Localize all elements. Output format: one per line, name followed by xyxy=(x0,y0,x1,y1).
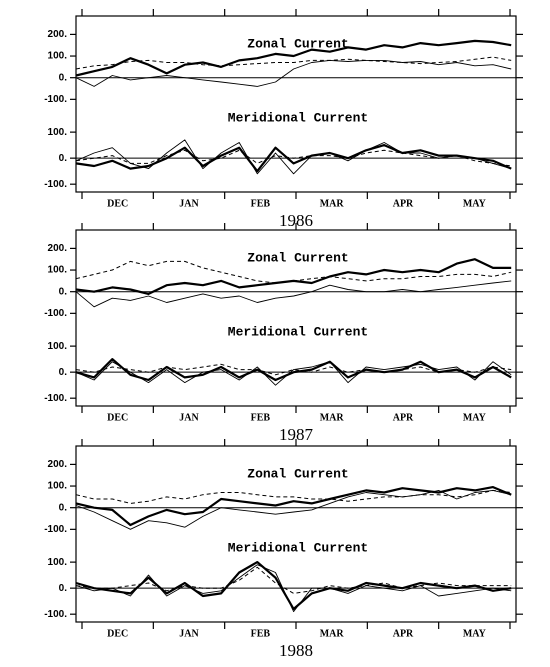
series-line xyxy=(75,358,512,382)
month-label: APR xyxy=(393,198,414,209)
series-line xyxy=(75,489,512,504)
y-tick-label: 0. xyxy=(59,286,68,297)
month-label: APR xyxy=(393,628,414,639)
series-line xyxy=(75,56,512,70)
series-line xyxy=(75,489,512,530)
series-line xyxy=(75,564,512,613)
y-tick-label: -100. xyxy=(44,609,67,620)
y-tick-label: 100. xyxy=(48,341,68,352)
month-label: FEB xyxy=(251,198,271,209)
month-label: MAY xyxy=(463,628,487,639)
series-line xyxy=(75,361,512,386)
y-tick-label: 200. xyxy=(48,29,68,40)
y-tick-label: 200. xyxy=(48,459,68,470)
month-label: MAR xyxy=(320,628,345,639)
series-line xyxy=(75,39,512,77)
month-label: MAR xyxy=(320,198,345,209)
month-label: FEB xyxy=(251,412,271,423)
series-line xyxy=(75,280,512,308)
series-line xyxy=(75,144,512,173)
y-tick-label: 0. xyxy=(59,583,68,594)
series-line xyxy=(75,59,512,87)
series-line xyxy=(75,566,512,594)
y-tick-label: 100. xyxy=(48,265,68,276)
y-tick-label: 0. xyxy=(59,502,68,513)
y-tick-label: 100. xyxy=(48,481,68,492)
panel-title: Meridional Current xyxy=(228,324,368,339)
month-label: MAR xyxy=(320,412,345,423)
panel-title: Meridional Current xyxy=(228,110,368,125)
y-tick-label: -100. xyxy=(44,524,67,535)
series-line xyxy=(75,486,512,527)
y-tick-label: 100. xyxy=(48,557,68,568)
month-label: DEC xyxy=(107,412,128,423)
panel-title: Meridional Current xyxy=(228,540,368,555)
panel-title: Zonal Current xyxy=(247,36,348,51)
year-label: 1987 xyxy=(279,425,314,444)
month-label: DEC xyxy=(107,628,128,639)
y-tick-label: 200. xyxy=(48,243,68,254)
y-tick-label: -100. xyxy=(44,393,67,404)
panel-title: Zonal Current xyxy=(247,466,348,481)
month-label: JAN xyxy=(179,198,199,209)
y-tick-label: 0. xyxy=(59,72,68,83)
series-line xyxy=(75,561,512,611)
year-label: 1988 xyxy=(279,641,313,660)
month-label: FEB xyxy=(251,628,271,639)
y-tick-label: 0. xyxy=(59,153,68,164)
y-tick-label: 0. xyxy=(59,367,68,378)
y-tick-label: -100. xyxy=(44,179,67,190)
y-tick-label: 100. xyxy=(48,51,68,62)
panel-title: Zonal Current xyxy=(247,250,348,265)
y-tick-label: -100. xyxy=(44,308,67,319)
month-label: MAY xyxy=(463,198,487,209)
month-label: MAY xyxy=(463,412,487,423)
y-tick-label: -100. xyxy=(44,94,67,105)
series-line xyxy=(75,363,512,376)
month-label: APR xyxy=(393,412,414,423)
y-tick-label: 100. xyxy=(48,127,68,138)
month-label: DEC xyxy=(107,198,128,209)
series-line xyxy=(75,260,512,284)
year-label: 1986 xyxy=(279,211,313,230)
month-label: JAN xyxy=(179,412,199,423)
series-line xyxy=(75,149,512,167)
month-label: JAN xyxy=(179,628,199,639)
